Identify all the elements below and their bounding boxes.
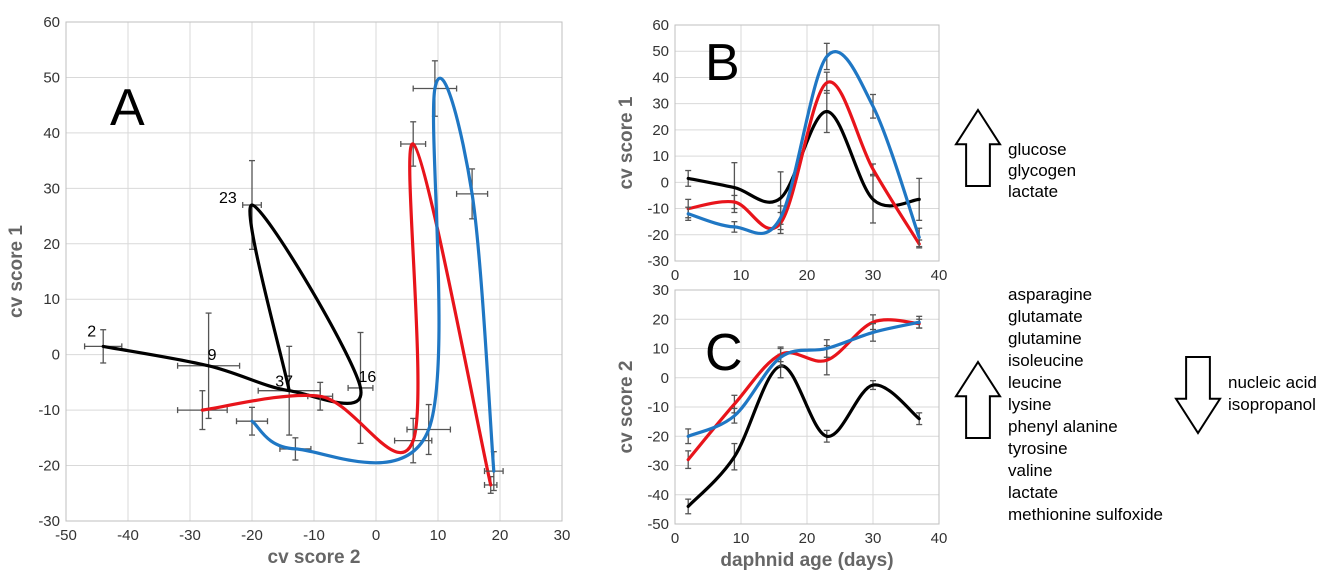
- panel-a-chart: -50 -40 -30 -20 -10 0 10 20 30 -30 -20 -10 0 10 20 30 40…: [6, 14, 570, 568]
- panel-a-x-tick-label: 0: [372, 527, 380, 544]
- panel-a-y-tick-label: -30: [38, 513, 60, 530]
- panel-b-y-tick-label: 0: [661, 174, 669, 191]
- panel-c-increase-compound: glutamate: [1008, 307, 1083, 326]
- panel-c-increase-compound: leucine: [1008, 373, 1062, 392]
- panel-a-age-label: 2: [87, 323, 96, 340]
- panel-c-x-axis-label: daphnid age (days): [720, 550, 893, 571]
- panel-a-y-tick-label: 10: [43, 291, 60, 308]
- panel-a-x-tick-label: -50: [55, 527, 77, 544]
- panel-a-y-tick-label: -20: [38, 458, 60, 475]
- panel-c-increase-compound: phenyl alanine: [1008, 417, 1118, 436]
- panel-c-y-tick-label: -40: [647, 487, 669, 504]
- panel-c-series-red-line: [686, 318, 921, 462]
- panel-b-y-tick-label: 30: [652, 96, 669, 113]
- panel-a-x-tick-label: 10: [430, 527, 447, 544]
- panel-b-y-tick-label: -30: [647, 253, 669, 270]
- panel-a-x-tick-label: -10: [303, 527, 325, 544]
- panel-c-increase-compound: methionine sulfoxide: [1008, 505, 1163, 524]
- panel-c-y-tick-label: -50: [647, 516, 669, 533]
- panel-b-series-blue-line: [686, 50, 921, 239]
- panel-a-plot-frame: [65, 21, 563, 522]
- panel-c-x-tick-label: 0: [671, 530, 679, 547]
- panel-b-y-tick-label: -10: [647, 201, 669, 218]
- panel-a-x-tick-label: -40: [117, 527, 139, 544]
- panel-a-series-blue-line: [250, 76, 496, 473]
- panel-a-x-tick-label: 30: [554, 527, 571, 544]
- panel-c-increase-compound: glutamine: [1008, 329, 1082, 348]
- compound-annotations: glucose glycogen lactate asparagine glutamat…: [954, 108, 1317, 524]
- panel-a-y-tick-label: 40: [43, 125, 60, 142]
- panel-c-increase-compound: asparagine: [1008, 285, 1092, 304]
- panel-a-y-tick-label: 30: [43, 180, 60, 197]
- panel-a-y-axis-label: cv score 1: [6, 225, 27, 318]
- panel-c-y-axis-label: cv score 2: [616, 361, 637, 454]
- panel-a-y-tick-label: 20: [43, 236, 60, 253]
- panel-c-increase-compound: lactate: [1008, 483, 1058, 502]
- panel-a-age-label: 23: [219, 190, 237, 207]
- panel-c-y-tick-label: 0: [661, 370, 669, 387]
- panel-a-x-axis-label: cv score 2: [268, 547, 361, 568]
- panel-c-up-arrow-icon: [954, 360, 1002, 439]
- panel-b-y-tick-label: 40: [652, 69, 669, 86]
- panel-c-x-tick-label: 30: [865, 530, 882, 547]
- panel-b-plot-frame: [674, 24, 940, 262]
- panel-c-series-black-line: [686, 364, 921, 508]
- panel-c-x-tick-label: 40: [931, 530, 948, 547]
- panel-a-age-label: 37: [275, 374, 293, 391]
- panel-c-series-blue-line: [686, 320, 921, 438]
- panel-c-y-tick-label: 20: [652, 311, 669, 328]
- panel-b-y-tick-label: 20: [652, 122, 669, 139]
- panel-b-compound: lactate: [1008, 182, 1058, 201]
- panel-c-increase-compound: isoleucine: [1008, 351, 1084, 370]
- panel-a-y-tick-label: 0: [52, 347, 60, 364]
- panel-c-x-tick-label: 10: [733, 530, 750, 547]
- panel-c-decrease-compound: nucleic acids: [1228, 373, 1317, 392]
- panel-b-series-red-line: [686, 80, 921, 246]
- panel-a-age-label: 16: [359, 369, 377, 386]
- panel-a-x-tick-label: -20: [241, 527, 263, 544]
- panel-a-y-tick-label: 50: [43, 69, 60, 86]
- panel-a-y-tick-label: 60: [43, 14, 60, 31]
- panel-a-letter: A: [110, 79, 145, 137]
- panel-c-plot-frame: [674, 289, 940, 525]
- panel-a-series-black-line: [101, 203, 363, 405]
- panel-b-x-tick-label: 10: [733, 267, 750, 284]
- panel-b-x-tick-label: 0: [671, 267, 679, 284]
- panel-c-y-tick-label: -10: [647, 399, 669, 416]
- panel-b-compound: glucose: [1008, 140, 1067, 159]
- panel-c-increase-compound: valine: [1008, 461, 1052, 480]
- panel-b-series-black-line: [686, 109, 921, 208]
- panel-b-letter: B: [705, 34, 740, 92]
- panel-b-x-tick-label: 20: [799, 267, 816, 284]
- panel-a-x-tick-label: -30: [179, 527, 201, 544]
- panel-a-x-tick-label: 20: [492, 527, 509, 544]
- panel-c-increase-compound: lysine: [1008, 395, 1051, 414]
- panel-a-series-red-line: [200, 142, 493, 487]
- panel-b-y-tick-label: 60: [652, 17, 669, 34]
- panel-b-y-tick-label: 10: [652, 148, 669, 165]
- panel-a-y-tick-label: -10: [38, 402, 60, 419]
- panel-c-y-tick-label: 30: [652, 282, 669, 299]
- panel-b-y-axis-label: cv score 1: [616, 96, 637, 189]
- panel-b-y-tick-label: -20: [647, 227, 669, 244]
- panel-a-age-label: 9: [208, 347, 217, 364]
- panel-c-y-tick-label: 10: [652, 341, 669, 358]
- panel-b-compound: glycogen: [1008, 161, 1076, 180]
- panel-c-x-tick-label: 20: [799, 530, 816, 547]
- panel-b-up-arrow-icon: [954, 108, 1002, 187]
- panel-c-increase-compound: tyrosine: [1008, 439, 1068, 458]
- panel-c-decrease-compound: isopropanol: [1228, 395, 1316, 414]
- panel-b-chart: 0 10 20 30 40 -30 -20 -10 0 10 20 30 40 50 60 cv score …: [616, 17, 947, 284]
- panel-c-y-tick-label: -30: [647, 458, 669, 475]
- panel-b-x-tick-label: 30: [865, 267, 882, 284]
- panel-c-down-arrow-icon: [1174, 356, 1222, 435]
- panel-c-chart: 0 10 20 30 40 -50 -40 -30 -20 -10 0 10 20 30 daphnid a…: [616, 282, 947, 571]
- panel-c-y-tick-label: -20: [647, 428, 669, 445]
- panel-b-y-tick-label: 50: [652, 43, 669, 60]
- panel-b-x-tick-label: 40: [931, 267, 948, 284]
- panel-c-letter: C: [705, 324, 743, 382]
